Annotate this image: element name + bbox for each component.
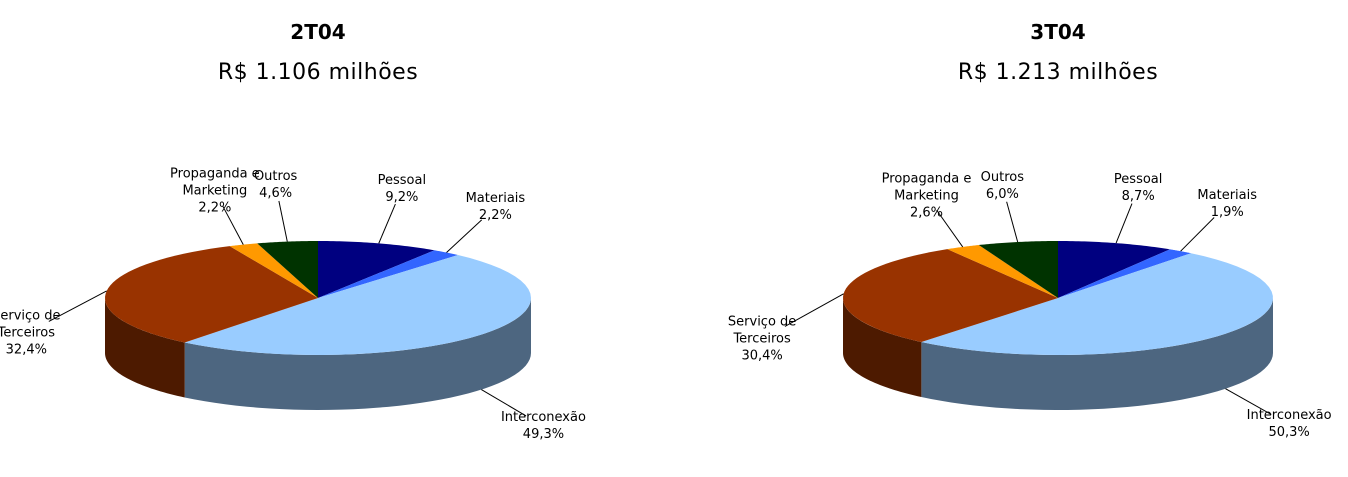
slice bbox=[257, 241, 318, 298]
leader-line bbox=[936, 209, 964, 248]
category-label: Propaganda e Marketing bbox=[170, 166, 260, 199]
leader-line bbox=[481, 389, 527, 417]
category-label: Materiais bbox=[465, 191, 526, 207]
leader-line bbox=[1180, 217, 1215, 252]
slice-side bbox=[843, 298, 922, 398]
chart-subtitle: R$ 1.213 milhões bbox=[957, 60, 1159, 85]
data-label: Interconexão 50,3% bbox=[1234, 407, 1344, 441]
value-label: 4,6% bbox=[259, 186, 293, 202]
slice-side bbox=[184, 298, 531, 410]
data-label: Propaganda e Marketing 2,6% bbox=[872, 170, 982, 221]
value-label: 32,4% bbox=[5, 342, 47, 358]
category-label: Materiais bbox=[1197, 188, 1258, 204]
value-label: 2,6% bbox=[909, 205, 944, 221]
category-label: Propaganda e Marketing bbox=[881, 171, 972, 204]
slice bbox=[921, 253, 1273, 355]
value-label: 50,3% bbox=[1268, 425, 1310, 441]
slice-side bbox=[921, 298, 1273, 410]
data-label: Outros 4,6% bbox=[221, 168, 331, 202]
leader-line bbox=[446, 219, 483, 253]
leader-line bbox=[1225, 388, 1272, 415]
value-label: 30,4% bbox=[741, 348, 783, 364]
leader-line bbox=[784, 293, 844, 327]
chart-title: 2T04 bbox=[290, 20, 346, 44]
leader-line bbox=[48, 290, 107, 322]
category-label: Interconexão bbox=[500, 410, 586, 426]
data-label: Interconexão 49,3% bbox=[488, 409, 598, 443]
value-label: 49,3% bbox=[522, 427, 565, 443]
category-label: Interconexão bbox=[1246, 408, 1332, 424]
leader-line bbox=[1006, 201, 1019, 243]
value-label: 2,2% bbox=[478, 208, 512, 224]
slice bbox=[947, 245, 1058, 298]
value-label: 2,2% bbox=[198, 200, 232, 216]
chart-subtitle: R$ 1.106 milhões bbox=[217, 60, 419, 85]
data-label: Serviço de Terceiros 30,4% bbox=[707, 314, 817, 365]
leader-line bbox=[278, 200, 288, 242]
data-label: Pessoal 8,7% bbox=[1083, 171, 1193, 205]
value-label: 9,2% bbox=[385, 189, 419, 205]
data-label: Materiais 1,9% bbox=[1172, 187, 1282, 221]
category-label: Outros bbox=[253, 169, 298, 185]
slice-side bbox=[105, 298, 185, 398]
value-label: 1,9% bbox=[1210, 205, 1244, 221]
leader-line bbox=[1115, 203, 1133, 244]
data-label: Outros 6,0% bbox=[947, 169, 1057, 203]
slice bbox=[1058, 249, 1191, 298]
chart-title: 3T04 bbox=[1030, 20, 1086, 44]
data-label: Materiais 2,2% bbox=[440, 190, 550, 224]
slice bbox=[978, 241, 1058, 298]
value-label: 8,7% bbox=[1121, 189, 1155, 205]
data-label: Propaganda e Marketing 2,2% bbox=[160, 166, 270, 217]
category-label: Serviço de Terceiros bbox=[0, 308, 61, 341]
category-label: Pessoal bbox=[377, 172, 427, 188]
slice bbox=[105, 246, 318, 343]
slice bbox=[318, 250, 458, 298]
leader-line bbox=[222, 205, 244, 245]
slice bbox=[1058, 241, 1170, 298]
leader-line bbox=[378, 203, 396, 244]
slice bbox=[184, 255, 531, 355]
value-label: 6,0% bbox=[985, 187, 1019, 203]
slice bbox=[229, 243, 318, 298]
category-label: Pessoal bbox=[1113, 172, 1163, 188]
slice bbox=[843, 249, 1058, 343]
data-label: Pessoal 9,2% bbox=[347, 172, 457, 206]
slice bbox=[318, 241, 435, 298]
category-label: Serviço de Terceiros bbox=[727, 314, 797, 347]
category-label: Outros bbox=[980, 170, 1025, 186]
